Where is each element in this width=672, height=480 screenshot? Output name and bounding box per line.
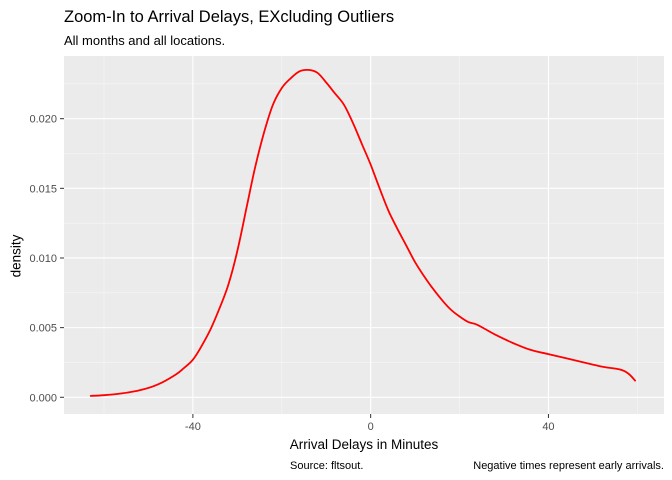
axis-ticks [60,118,549,418]
y-tick-label: 0.005 [29,323,57,335]
x-tick-label: -40 [185,421,201,433]
x-tick-label: 40 [542,421,554,433]
y-axis-label: density [8,234,24,278]
caption-source: Source: fltsout. [290,460,364,472]
plot-panel [64,56,664,414]
x-tick-label: 0 [368,421,374,433]
chart-subtitle: All months and all locations. [64,33,226,48]
caption-note: Negative times represent early arrivals. [473,460,664,472]
y-tick-label: 0.010 [29,253,57,265]
series-layer [89,68,636,397]
y-tick-label: 0.015 [29,183,57,195]
chart-title: Zoom-In to Arrival Delays, EXcluding Out… [64,8,395,26]
minor-gridlines [64,56,664,414]
y-tick-label: 0.020 [29,114,57,126]
density-line [89,68,636,397]
y-tick-label: 0.000 [29,392,57,404]
x-axis-label: Arrival Delays in Minutes [289,437,439,452]
tick-labels: -40 0 40 0.000 0.005 0.010 0.015 0.020 [29,114,554,433]
